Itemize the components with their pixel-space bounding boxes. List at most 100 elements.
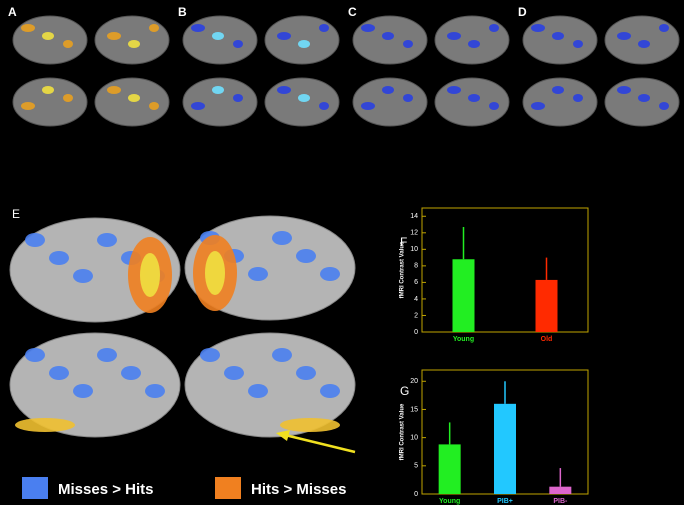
activation	[224, 366, 244, 380]
activation	[573, 40, 583, 48]
brain	[9, 332, 181, 438]
activation	[447, 86, 461, 94]
activation	[552, 32, 564, 40]
activation	[638, 94, 650, 102]
y-tick-label: 0	[414, 329, 418, 336]
brain-images	[9, 15, 680, 438]
activation	[121, 366, 141, 380]
activation	[25, 348, 45, 362]
brain	[182, 77, 258, 127]
y-axis-label: fMRI Contrast Value	[400, 241, 406, 298]
brain	[434, 15, 510, 65]
y-tick-label: 5	[414, 463, 418, 470]
activation	[191, 24, 205, 32]
activation	[468, 40, 480, 48]
activation	[73, 269, 93, 283]
activation	[319, 102, 329, 110]
legend-swatch	[215, 477, 241, 499]
panel-label: C	[348, 5, 357, 19]
y-tick-label: 12	[410, 230, 418, 237]
activation	[21, 24, 35, 32]
activation	[361, 102, 375, 110]
x-tick-label: PIB+	[497, 498, 513, 505]
activation	[200, 348, 220, 362]
activation	[21, 102, 35, 110]
bar	[535, 279, 558, 332]
panel-label: B	[178, 5, 187, 19]
x-tick-label: PIB-	[553, 498, 568, 505]
bar	[452, 259, 475, 332]
brain	[94, 77, 170, 127]
panel-label: F	[400, 235, 407, 249]
activation	[233, 94, 243, 102]
y-tick-label: 0	[414, 491, 418, 498]
activation	[296, 249, 316, 263]
activation	[617, 32, 631, 40]
y-tick-label: 14	[410, 213, 418, 220]
activation	[638, 40, 650, 48]
brain	[604, 15, 680, 65]
activation	[531, 102, 545, 110]
activation	[128, 40, 140, 48]
y-tick-label: 4	[414, 296, 418, 303]
activation	[97, 348, 117, 362]
activation	[205, 251, 225, 295]
panel-label: E	[12, 207, 20, 221]
activation	[63, 40, 73, 48]
arrow-head	[276, 430, 290, 441]
activation	[15, 418, 75, 432]
x-tick-label: Young	[439, 498, 460, 505]
activation	[73, 384, 93, 398]
activation	[320, 384, 340, 398]
brain	[264, 15, 340, 65]
activation	[248, 384, 268, 398]
y-tick-label: 10	[410, 434, 418, 441]
activation	[272, 348, 292, 362]
activation	[447, 32, 461, 40]
activation	[489, 102, 499, 110]
activation	[552, 86, 564, 94]
activation	[233, 40, 243, 48]
panel-label: D	[518, 5, 527, 19]
activation	[212, 32, 224, 40]
brain	[434, 77, 510, 127]
activation	[212, 86, 224, 94]
activation	[320, 267, 340, 281]
panel-label: G	[400, 384, 409, 398]
bar	[494, 403, 516, 494]
activation	[659, 102, 669, 110]
activation	[107, 32, 121, 40]
y-tick-label: 15	[410, 406, 418, 413]
activation	[145, 384, 165, 398]
activation	[382, 86, 394, 94]
activation	[128, 94, 140, 102]
bar	[438, 444, 461, 494]
brain	[352, 77, 428, 127]
activation	[63, 94, 73, 102]
activation	[298, 94, 310, 102]
activation	[272, 231, 292, 245]
activation	[42, 32, 54, 40]
legend-label: Misses > Hits	[58, 481, 153, 498]
panel-label: A	[8, 5, 17, 19]
activation	[531, 24, 545, 32]
brain	[264, 77, 340, 127]
activation	[107, 86, 121, 94]
activation	[191, 102, 205, 110]
activation	[277, 32, 291, 40]
y-tick-label: 20	[410, 378, 418, 385]
brain	[352, 15, 428, 65]
brain	[604, 77, 680, 127]
x-tick-label: Young	[453, 336, 474, 343]
activation	[361, 24, 375, 32]
activation	[403, 40, 413, 48]
activation	[468, 94, 480, 102]
y-axis-label: fMRI Contrast Value	[400, 403, 406, 460]
y-tick-label: 6	[414, 279, 418, 286]
activation	[298, 40, 310, 48]
activation	[248, 267, 268, 281]
activation	[280, 418, 340, 432]
activation	[382, 32, 394, 40]
